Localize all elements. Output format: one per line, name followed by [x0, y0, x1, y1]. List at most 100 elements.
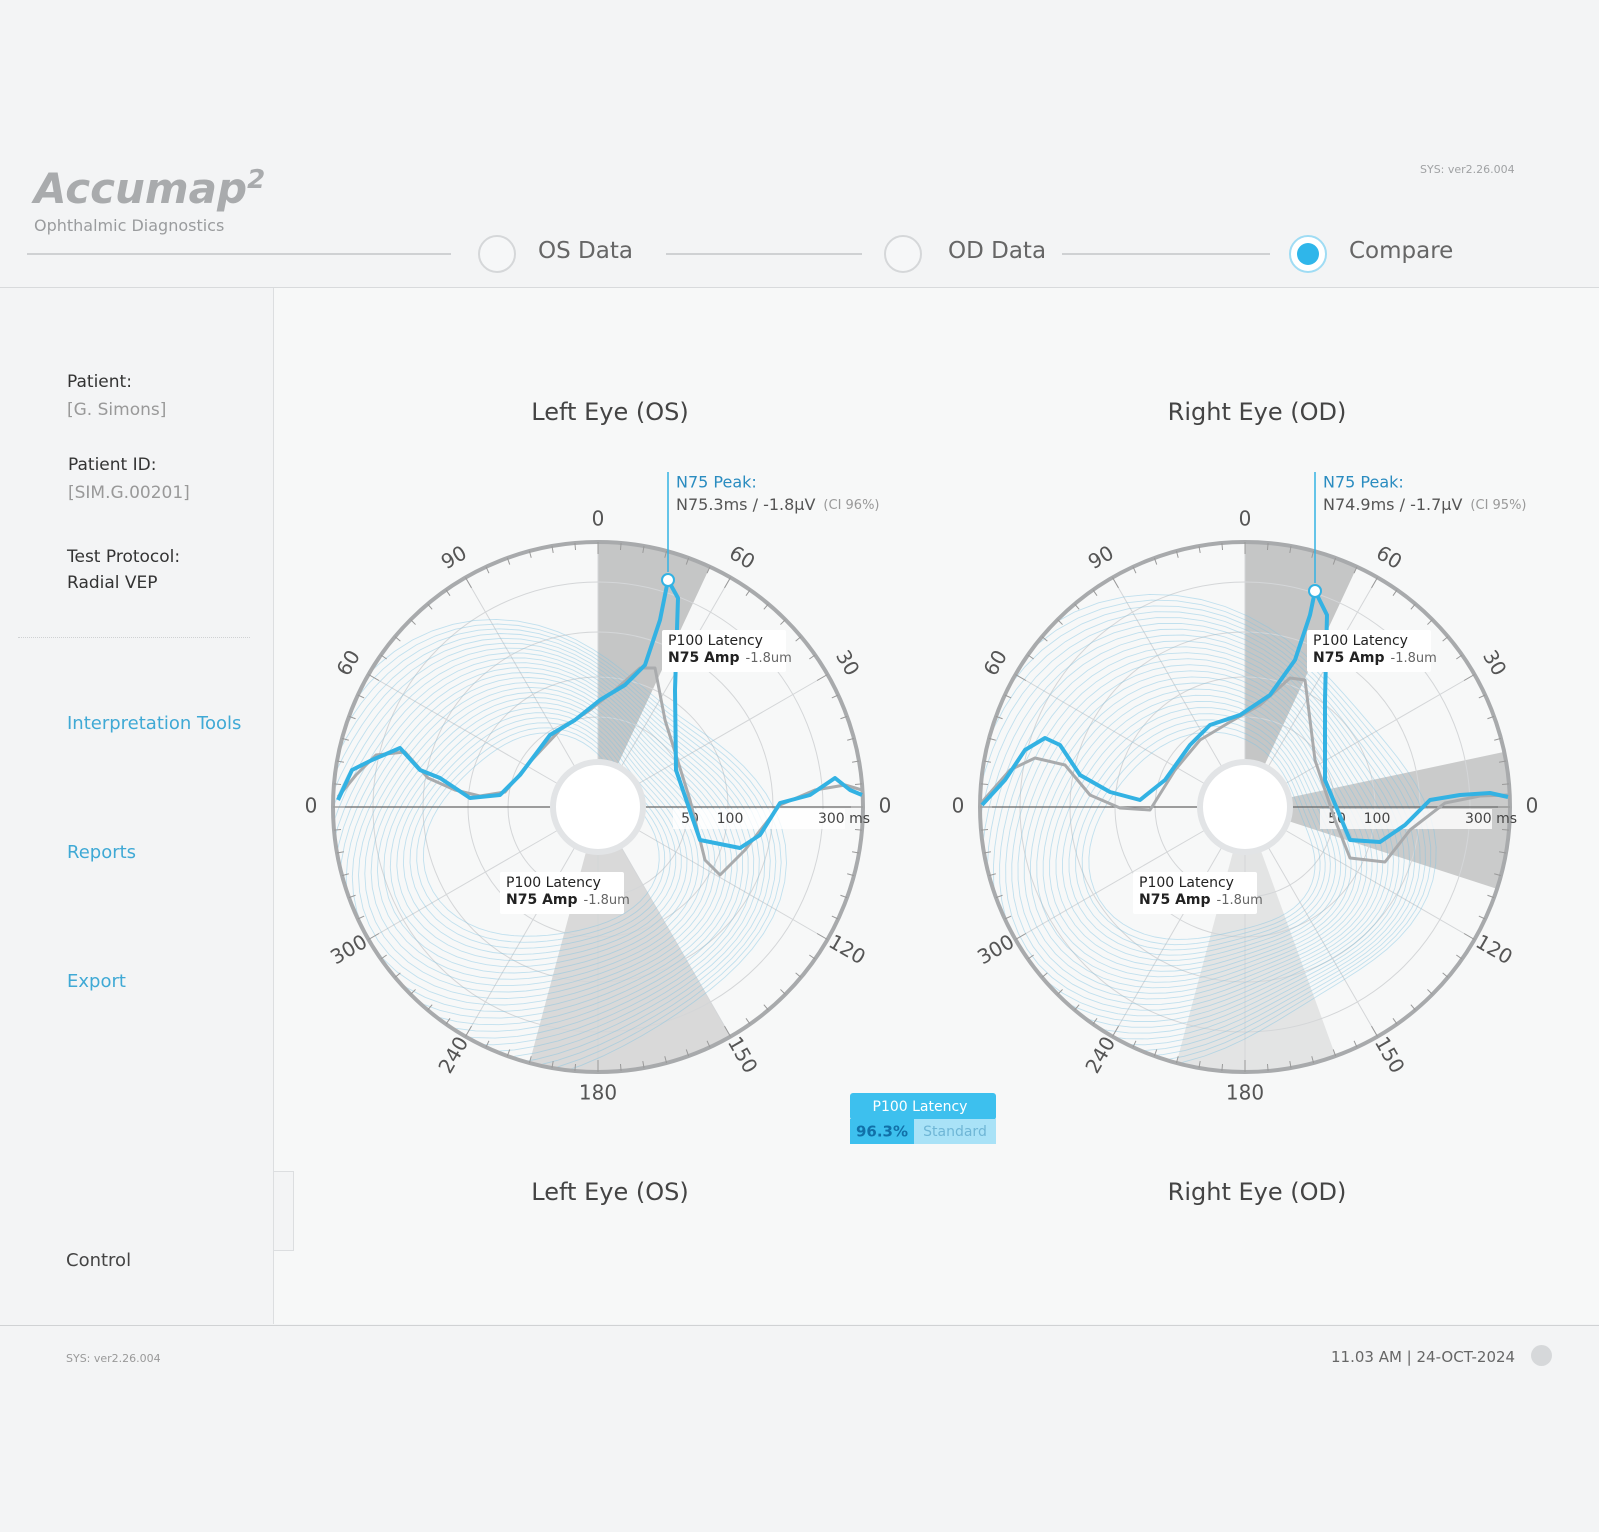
- tick: [1004, 915, 1012, 920]
- tick: [506, 557, 511, 565]
- tick: [574, 1063, 577, 1072]
- tick: [619, 542, 622, 551]
- tick: [1498, 851, 1507, 854]
- peak-ci: (CI 96%): [823, 498, 879, 513]
- collapse-handle[interactable]: [274, 1171, 294, 1251]
- tick: [1442, 636, 1449, 642]
- contour: [1036, 682, 1357, 983]
- tick: [1332, 557, 1337, 565]
- nav-item[interactable]: Interpretation Tools: [67, 713, 242, 734]
- step-radio[interactable]: [478, 235, 516, 273]
- tick: [336, 851, 345, 854]
- tick: [642, 545, 645, 554]
- step-radio[interactable]: [884, 235, 922, 273]
- id-value: [SIM.G.00201]: [68, 483, 190, 503]
- contour: [376, 697, 699, 980]
- tick: [427, 1004, 433, 1011]
- contour: [335, 633, 771, 1066]
- contour: [351, 677, 722, 1006]
- angle-label: 30: [1478, 646, 1512, 680]
- tick: [1266, 542, 1269, 551]
- tick: [854, 828, 863, 831]
- tick: [1074, 603, 1080, 610]
- tick: [1487, 715, 1495, 720]
- chart-title: Right Eye (OD): [1168, 398, 1347, 426]
- tick: [995, 715, 1003, 720]
- contour: [1062, 707, 1336, 961]
- tick: [1153, 557, 1158, 565]
- contour: [335, 628, 777, 1070]
- radial-label: 300 ms: [1465, 811, 1517, 827]
- tick: [1410, 1004, 1416, 1011]
- callout-line2: N75 Amp -1.8um: [1139, 892, 1263, 908]
- tick: [831, 915, 839, 920]
- contour: [999, 646, 1389, 1017]
- angle-label: 30: [831, 646, 865, 680]
- tick: [1289, 1060, 1292, 1069]
- tick: [1498, 760, 1507, 763]
- nav-item[interactable]: Reports: [67, 842, 137, 863]
- blue-trace: [336, 578, 863, 850]
- step-radio-active[interactable]: [1289, 235, 1327, 273]
- tick: [1015, 933, 1027, 940]
- contour: [1023, 670, 1368, 994]
- step-label[interactable]: OS Data: [538, 238, 633, 264]
- contour: [982, 593, 1437, 1069]
- tick: [1289, 545, 1292, 554]
- tick: [1410, 603, 1416, 610]
- tick: [336, 760, 345, 763]
- contour: [1068, 713, 1331, 956]
- angle-label: 60: [331, 646, 365, 680]
- tick: [1221, 542, 1224, 551]
- angle-label: 180: [579, 1081, 617, 1105]
- tick: [851, 851, 860, 854]
- step-label[interactable]: Compare: [1349, 238, 1454, 264]
- contour: [389, 707, 688, 968]
- callout-label: N75 Amp: [1139, 892, 1211, 908]
- tick: [847, 737, 855, 741]
- tick: [980, 783, 989, 786]
- tick: [528, 550, 532, 558]
- tick: [551, 545, 554, 554]
- tick: [1041, 972, 1048, 978]
- tick: [685, 1049, 690, 1057]
- callout-line1: P100 Latency: [668, 633, 763, 649]
- peak-ci: (CI 95%): [1470, 498, 1526, 513]
- datetime: 11.03 AM | 24-OCT-2024: [1331, 1348, 1516, 1366]
- tick: [1092, 1018, 1098, 1025]
- tick: [854, 783, 863, 786]
- badge-label: Standard: [923, 1124, 987, 1140]
- header: Accumap2 Ophthalmic Diagnostics SYS: ver…: [0, 0, 1599, 288]
- callout-line2: N75 Amp -1.8um: [506, 892, 630, 908]
- tick: [809, 654, 816, 660]
- angle-label: 0: [305, 794, 318, 818]
- peak-value: N74.9ms / -1.7µV (CI 95%): [1323, 495, 1527, 514]
- contour: [1088, 731, 1316, 940]
- nav-item[interactable]: Export: [67, 971, 126, 992]
- tick: [988, 873, 996, 877]
- radial-label: 300 ms: [818, 811, 870, 827]
- tick: [1332, 1049, 1337, 1057]
- tick: [348, 715, 356, 720]
- control[interactable]: Control: [66, 1250, 132, 1271]
- contour: [409, 722, 671, 949]
- tick: [1041, 636, 1048, 642]
- spoke: [1283, 829, 1475, 940]
- divider: [27, 253, 451, 255]
- peak-value-text: N74.9ms / -1.7µV: [1323, 495, 1462, 514]
- tick: [995, 894, 1003, 899]
- tick: [664, 550, 668, 558]
- patient-label: Patient:: [67, 372, 132, 392]
- tick: [333, 783, 342, 786]
- tick: [1112, 577, 1119, 589]
- id-label: Patient ID:: [68, 455, 157, 475]
- tick: [1353, 566, 1358, 574]
- version: SYS: ver2.26.004: [1420, 163, 1515, 176]
- tick: [394, 972, 401, 978]
- inner-circle: [1197, 759, 1293, 855]
- tick: [348, 894, 356, 899]
- radial-label-bg: [673, 809, 845, 829]
- angle-label: 0: [1526, 794, 1539, 818]
- step-label[interactable]: OD Data: [948, 238, 1047, 264]
